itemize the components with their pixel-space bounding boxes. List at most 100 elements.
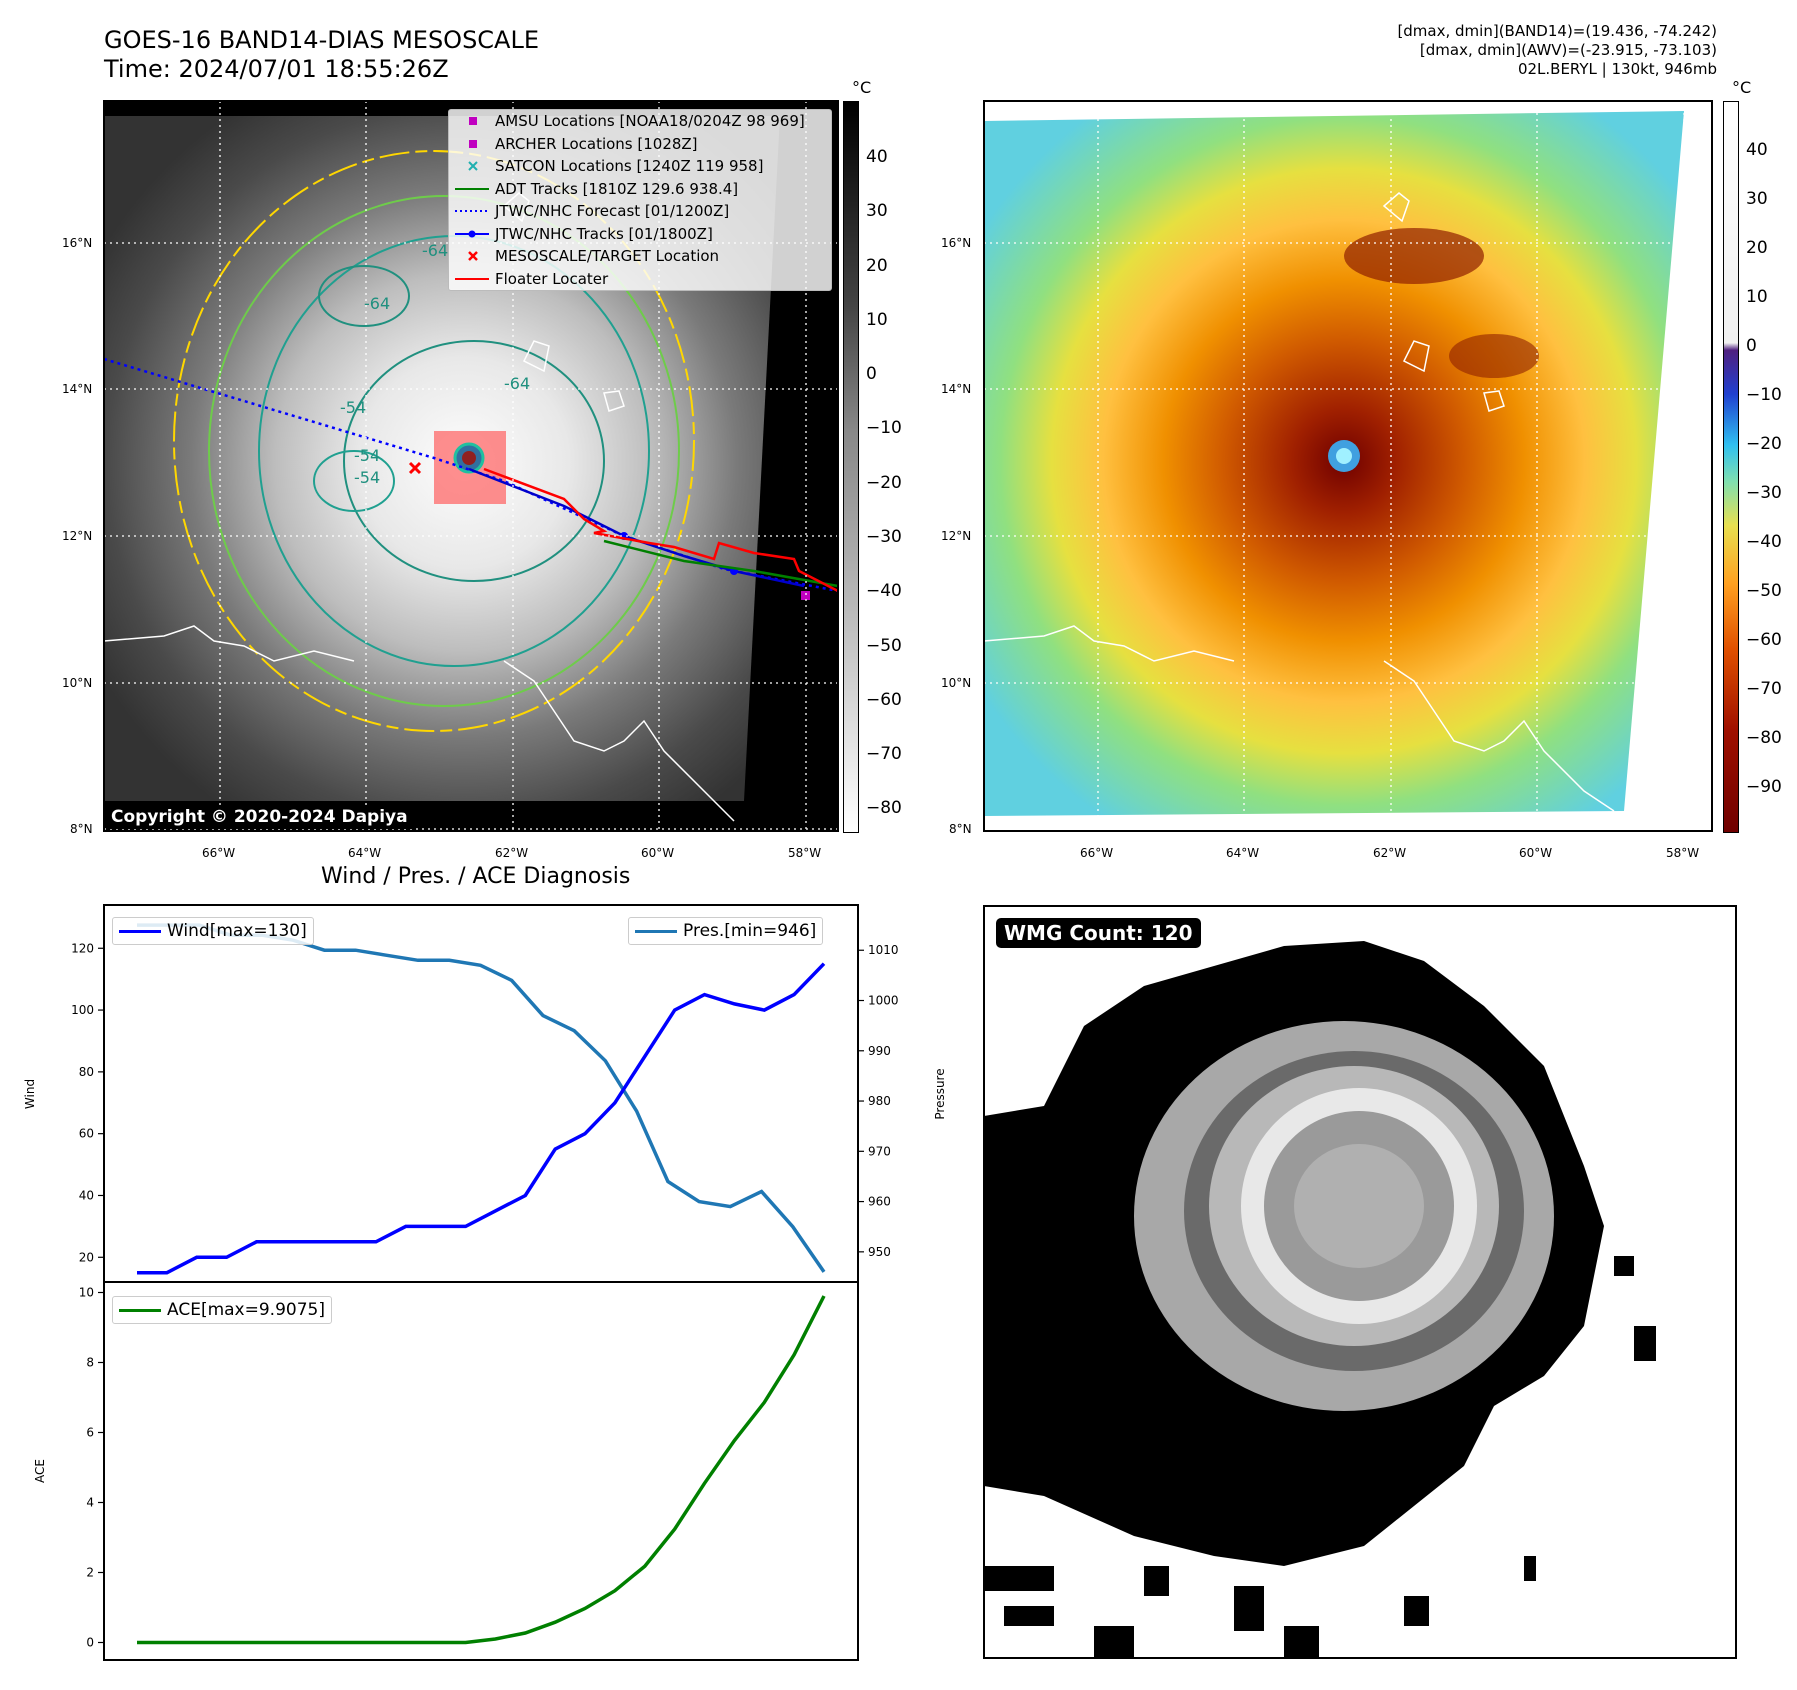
legend-item-floater: Floater Locater bbox=[449, 268, 831, 291]
y-tick-label: 960 bbox=[868, 1195, 891, 1209]
lon-tick: 58°W bbox=[1666, 846, 1700, 860]
y-tick-label: 8 bbox=[86, 1356, 94, 1370]
cb-tick: −90 bbox=[1746, 777, 1782, 797]
line-dot-marker-icon bbox=[455, 230, 489, 237]
ace-legend-label: ACE[max=9.9075] bbox=[167, 1300, 325, 1320]
lon-tick: 62°W bbox=[1373, 846, 1407, 860]
lat-tick: 12°N bbox=[62, 529, 93, 543]
pressure-legend-label: Pres.[min=946] bbox=[683, 921, 817, 941]
awv-map-frame bbox=[983, 100, 1713, 832]
cb-tick: −20 bbox=[866, 473, 902, 493]
lat-tick: 8°N bbox=[949, 822, 972, 836]
lat-tick: 10°N bbox=[62, 676, 93, 690]
lat-tick: 12°N bbox=[941, 529, 972, 543]
cb-tick: 20 bbox=[866, 256, 888, 276]
cb-tick: −70 bbox=[1746, 679, 1782, 699]
wmg-image bbox=[984, 941, 1656, 1658]
y-tick-label: 980 bbox=[868, 1094, 891, 1108]
cb-tick: 40 bbox=[1746, 140, 1768, 160]
cb-tick: 20 bbox=[1746, 238, 1768, 258]
lon-tick: 62°W bbox=[495, 846, 529, 860]
left-colorbar-unit: °C bbox=[852, 78, 872, 97]
figure-title-line2: Time: 2024/07/01 18:55:26Z bbox=[104, 55, 449, 83]
cb-tick: −20 bbox=[1746, 434, 1782, 454]
info-block: [dmax, dmin](BAND14)=(19.436, -74.242) [… bbox=[1017, 22, 1717, 79]
info-line-band14: [dmax, dmin](BAND14)=(19.436, -74.242) bbox=[1397, 22, 1717, 40]
band14-map: -64 -64 -64 -54 -54 -54 AMSU Locations [… bbox=[104, 101, 838, 831]
ace-legend-line bbox=[119, 1308, 161, 1312]
contour-label: -64 bbox=[364, 294, 390, 313]
map-legend: AMSU Locations [NOAA18/0204Z 98 969] ARC… bbox=[448, 109, 832, 291]
cb-tick: 0 bbox=[1746, 336, 1757, 356]
awv-map bbox=[984, 101, 1712, 831]
wmg-frame bbox=[983, 905, 1737, 1659]
y-tick-label: 4 bbox=[86, 1496, 94, 1510]
cb-tick: −50 bbox=[866, 636, 902, 656]
line-marker-icon bbox=[455, 187, 489, 190]
cb-tick: −40 bbox=[866, 581, 902, 601]
cb-tick: −60 bbox=[1746, 630, 1782, 650]
cb-tick: −80 bbox=[866, 798, 902, 818]
square-marker-icon bbox=[469, 139, 477, 148]
lat-tick: 16°N bbox=[62, 236, 93, 250]
wind-axis-label: Wind bbox=[23, 1079, 37, 1109]
legend-item-amsu: AMSU Locations [NOAA18/0204Z 98 969] bbox=[449, 110, 831, 133]
cb-tick: −10 bbox=[1746, 385, 1782, 405]
cb-tick: 10 bbox=[1746, 287, 1768, 307]
lat-tick: 14°N bbox=[62, 382, 93, 396]
left-colorbar bbox=[843, 101, 859, 833]
wind-pressure-frame bbox=[103, 904, 859, 1283]
series-line bbox=[137, 962, 826, 1275]
wmg-panel: WMG Count: 120 bbox=[984, 906, 1736, 1658]
square-marker-icon bbox=[469, 117, 477, 125]
y-tick-label: 120 bbox=[71, 941, 94, 955]
legend-item-target: MESOSCALE/TARGET Location bbox=[449, 245, 831, 268]
contour-label: -54 bbox=[354, 468, 380, 487]
y-tick-label: 0 bbox=[86, 1636, 94, 1650]
right-colorbar bbox=[1723, 101, 1739, 833]
lat-tick: 8°N bbox=[70, 822, 93, 836]
x-marker-icon bbox=[468, 161, 478, 171]
contour-label: -64 bbox=[504, 374, 530, 393]
cb-tick: 30 bbox=[866, 201, 888, 221]
info-line-storm: 02L.BERYL | 130kt, 946mb bbox=[1517, 60, 1717, 78]
line-marker-icon bbox=[455, 277, 489, 280]
cb-tick: 40 bbox=[866, 147, 888, 167]
pressure-legend-line bbox=[635, 929, 677, 933]
lon-tick: 64°W bbox=[348, 846, 382, 860]
legend-item-archer: ARCHER Locations [1028Z] bbox=[449, 133, 831, 156]
info-line-awv: [dmax, dmin](AWV)=(-23.915, -73.103) bbox=[1419, 41, 1717, 59]
cb-tick: 30 bbox=[1746, 189, 1768, 209]
y-tick-label: 6 bbox=[86, 1426, 94, 1440]
ace-panel: 0 2 4 6 8 10 bbox=[79, 1286, 826, 1650]
y-tick-label: 1010 bbox=[868, 943, 899, 957]
wmg-count-badge: WMG Count: 120 bbox=[996, 918, 1201, 948]
y-tick-label: 2 bbox=[86, 1566, 94, 1580]
wind-pressure-panel: 20 40 60 80 100 120 950 960 970 980 990 1000 1010 bbox=[71, 923, 899, 1275]
y-tick-label: 950 bbox=[868, 1245, 891, 1259]
wind-legend-line bbox=[119, 929, 161, 933]
diagnosis-chart: 20 40 60 80 100 120 950 960 970 980 990 1000 1010 0 2… bbox=[23, 904, 947, 1661]
y-tick-label: 60 bbox=[79, 1127, 94, 1141]
lat-tick: 14°N bbox=[941, 382, 972, 396]
cb-tick: −60 bbox=[866, 690, 902, 710]
right-colorbar-unit: °C bbox=[1732, 78, 1752, 97]
legend-item-forecast: JTWC/NHC Forecast [01/1200Z] bbox=[449, 200, 831, 223]
y-tick-label: 10 bbox=[79, 1286, 94, 1300]
cb-tick: −70 bbox=[866, 744, 902, 764]
figure-title-line1: GOES-16 BAND14-DIAS MESOSCALE bbox=[104, 26, 540, 54]
contour-label: -54 bbox=[340, 398, 366, 417]
lon-tick: 60°W bbox=[641, 846, 675, 860]
cb-tick: −30 bbox=[866, 527, 902, 547]
dotted-line-icon bbox=[455, 210, 489, 212]
series-line bbox=[137, 1295, 826, 1645]
awv-map-image bbox=[984, 101, 1712, 831]
lon-tick: 66°W bbox=[202, 846, 236, 860]
x-marker-icon bbox=[468, 251, 478, 261]
legend-item-tracks: JTWC/NHC Tracks [01/1800Z] bbox=[449, 223, 831, 246]
wind-legend-label: Wind[max=130] bbox=[167, 921, 307, 941]
ace-axis-label: ACE bbox=[33, 1459, 47, 1483]
ace-legend: ACE[max=9.9075] bbox=[112, 1296, 332, 1324]
wind-legend: Wind[max=130] bbox=[112, 917, 314, 945]
legend-item-adt: ADT Tracks [1810Z 129.6 938.4] bbox=[449, 178, 831, 201]
